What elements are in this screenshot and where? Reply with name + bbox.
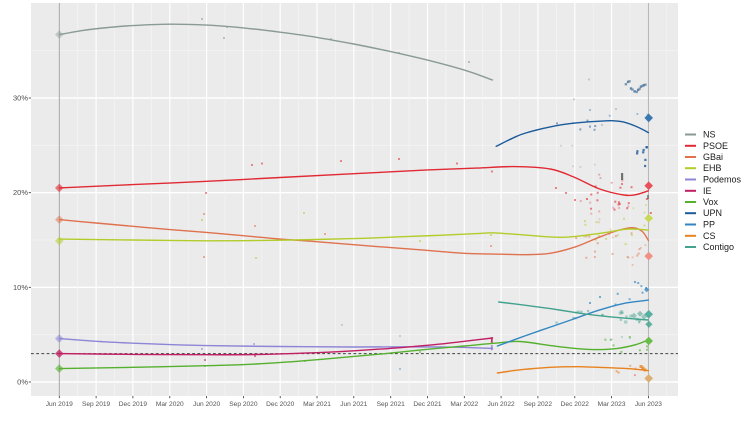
svg-text:IE: IE (703, 186, 712, 196)
svg-text:0%: 0% (17, 378, 28, 387)
svg-text:Mar 2021: Mar 2021 (303, 401, 331, 408)
svg-text:Jun 2020: Jun 2020 (193, 401, 220, 408)
svg-text:Dec 2022: Dec 2022 (561, 401, 590, 408)
svg-text:Jun 2023: Jun 2023 (635, 401, 662, 408)
svg-text:Dec 2021: Dec 2021 (413, 401, 442, 408)
svg-text:Podemos: Podemos (703, 175, 742, 185)
svg-text:30%: 30% (13, 94, 28, 103)
svg-text:CS: CS (703, 231, 716, 241)
svg-text:Jun 2022: Jun 2022 (488, 401, 515, 408)
svg-text:Mar 2020: Mar 2020 (156, 401, 184, 408)
svg-text:Mar 2022: Mar 2022 (450, 401, 478, 408)
svg-text:EHB: EHB (703, 163, 722, 173)
svg-text:Sep 2020: Sep 2020 (229, 401, 258, 408)
svg-text:Sep 2022: Sep 2022 (524, 401, 553, 408)
svg-text:Sep 2019: Sep 2019 (82, 401, 111, 408)
svg-text:Jun 2019: Jun 2019 (46, 401, 73, 408)
svg-text:PP: PP (703, 220, 715, 230)
svg-text:GBai: GBai (703, 152, 723, 162)
svg-text:10%: 10% (13, 283, 28, 292)
svg-text:Jun 2021: Jun 2021 (340, 401, 367, 408)
svg-text:UPN: UPN (703, 208, 722, 218)
svg-text:Sep 2021: Sep 2021 (377, 401, 406, 408)
svg-text:20%: 20% (13, 188, 28, 197)
svg-text:Vox: Vox (703, 197, 719, 207)
svg-text:Dec 2020: Dec 2020 (266, 401, 295, 408)
svg-text:Mar 2023: Mar 2023 (598, 401, 626, 408)
svg-text:Dec 2019: Dec 2019 (119, 401, 148, 408)
svg-text:Contigo: Contigo (703, 242, 734, 252)
svg-text:NS: NS (703, 130, 716, 140)
svg-text:PSOE: PSOE (703, 141, 728, 151)
